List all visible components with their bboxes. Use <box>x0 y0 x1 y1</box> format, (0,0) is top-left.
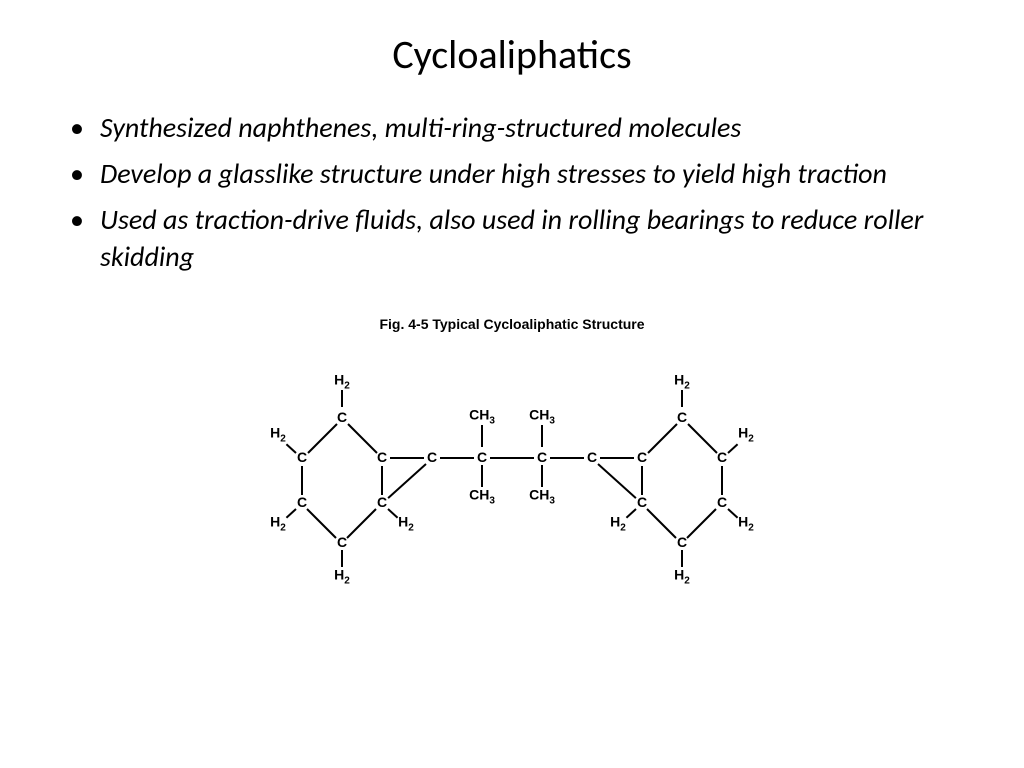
bond <box>647 423 677 453</box>
bullet-item: Synthesized naphthenes, multi-ring-struc… <box>70 109 964 147</box>
bond <box>641 466 643 495</box>
bridge-ch3-3: CH3 <box>529 488 555 507</box>
left-ring-h2-3: H2 <box>334 568 350 587</box>
bond <box>597 463 636 499</box>
right-ring-c5: C <box>637 495 647 509</box>
bond <box>721 466 723 495</box>
left-ring-c2: C <box>377 450 387 464</box>
bond <box>727 444 738 454</box>
bond <box>481 465 483 487</box>
bond <box>286 444 297 454</box>
page-title: Cycloaliphatics <box>0 0 1024 109</box>
bond <box>307 423 337 453</box>
bond <box>687 508 717 538</box>
left-ring-h2-0: H2 <box>270 426 286 445</box>
bridge-ch3-1: CH3 <box>529 408 555 427</box>
bullet-list: Synthesized naphthenes, multi-ring-struc… <box>0 109 1024 276</box>
left-ring-c3: C <box>377 495 387 509</box>
right-ring-c2: C <box>717 450 727 464</box>
bridge-c4: C <box>587 450 597 464</box>
bond <box>687 423 717 453</box>
bond <box>626 508 637 518</box>
right-ring-c1: C <box>677 410 687 424</box>
figure-caption: Fig. 4-5 Typical Cycloaliphatic Structur… <box>0 316 1024 332</box>
right-ring-h2-2: H2 <box>738 426 754 445</box>
right-ring-c4: C <box>677 535 687 549</box>
bridge-c3: C <box>537 450 547 464</box>
bond <box>390 457 424 459</box>
bond <box>341 550 343 567</box>
bridge-c2: C <box>477 450 487 464</box>
figure: Fig. 4-5 Typical Cycloaliphatic Structur… <box>0 316 1024 572</box>
bond <box>347 423 377 453</box>
bond <box>490 457 534 459</box>
right-ring-h2-4: H2 <box>674 568 690 587</box>
bond <box>347 508 377 538</box>
bridge-ch3-2: CH3 <box>469 488 495 507</box>
left-ring-c1: C <box>337 410 347 424</box>
bond <box>681 390 683 407</box>
bond <box>341 390 343 407</box>
left-ring-h2-2: H2 <box>398 515 414 534</box>
right-ring-c0: C <box>637 450 647 464</box>
bond <box>307 508 337 538</box>
bond <box>286 508 297 518</box>
bond <box>440 457 474 459</box>
left-ring-h2-4: H2 <box>270 515 286 534</box>
left-ring-c4: C <box>337 535 347 549</box>
bond <box>541 465 543 487</box>
right-ring-h2-3: H2 <box>738 515 754 534</box>
right-ring-h2-1: H2 <box>674 373 690 392</box>
bond <box>387 463 426 499</box>
bond <box>727 508 738 518</box>
left-ring-h2-1: H2 <box>334 373 350 392</box>
molecule-diagram: CCCCCCH2H2H2H2H2CCCCCCH2H2H2H2H2CCCCCH3C… <box>262 347 762 567</box>
bond <box>387 508 398 518</box>
bridge-ch3-0: CH3 <box>469 408 495 427</box>
right-ring-c3: C <box>717 495 727 509</box>
bond <box>481 425 483 447</box>
bond <box>541 425 543 447</box>
bond <box>301 466 303 495</box>
bond <box>681 550 683 567</box>
left-ring-c0: C <box>297 450 307 464</box>
bond <box>381 466 383 495</box>
bond <box>647 508 677 538</box>
bullet-item: Used as traction-drive fluids, also used… <box>70 201 964 277</box>
bullet-item: Develop a glasslike structure under high… <box>70 155 964 193</box>
bridge-c1: C <box>427 450 437 464</box>
right-ring-h2-0: H2 <box>610 515 626 534</box>
bond <box>600 457 634 459</box>
left-ring-c5: C <box>297 495 307 509</box>
bond <box>550 457 584 459</box>
